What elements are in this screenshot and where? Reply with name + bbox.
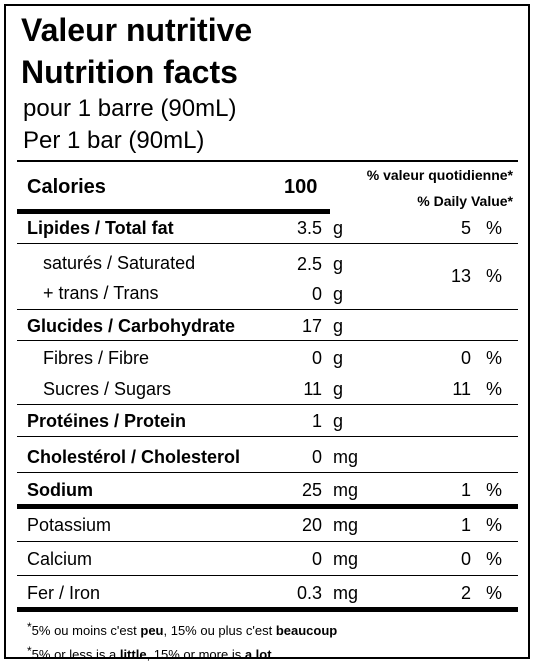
nutrient-unit: mg (333, 447, 359, 467)
nutrient-amount: 0 (311, 284, 322, 304)
nutrient-label: Calcium (27, 549, 93, 569)
nutrient-amount: 11 (303, 379, 322, 399)
nutrient-amount: 25 (301, 480, 322, 500)
calories-value: 100 (284, 176, 318, 198)
divider (17, 309, 518, 310)
percent-sign: % (486, 379, 503, 399)
title-french: Valeur nutritive (21, 12, 253, 48)
nutrition-facts-label (4, 4, 530, 659)
nutrient-label: Protéines / Protein (27, 411, 187, 431)
nutrient-daily-value: 5 (460, 218, 471, 238)
divider (17, 404, 518, 405)
nutrient-label: Potassium (27, 515, 112, 535)
daily-value-header-english: % Daily Value* (417, 193, 513, 209)
nutrient-daily-value: 0 (460, 348, 471, 368)
nutrient-label: + trans / Trans (43, 283, 159, 303)
nutrient-label: Fibres / Fibre (43, 348, 150, 368)
daily-value-header-french: % valeur quotidienne* (366, 167, 513, 183)
nutrient-unit: g (333, 411, 344, 431)
nutrient-label: Fer / Iron (27, 583, 101, 603)
nutrient-unit: g (333, 254, 344, 274)
divider (17, 243, 518, 244)
nutrient-unit: mg (333, 480, 359, 500)
nutrient-amount: 1 (311, 411, 322, 431)
divider (17, 340, 518, 341)
nutrient-daily-value: 0 (460, 549, 471, 569)
nutrient-unit: g (333, 379, 344, 399)
divider (17, 575, 518, 576)
title-english: Nutrition facts (21, 54, 238, 90)
nutrient-label: Sucres / Sugars (43, 379, 172, 399)
percent-sign: % (486, 266, 503, 286)
nutrient-unit: g (333, 218, 344, 238)
nutrient-label: saturés / Saturated (43, 253, 196, 273)
divider (17, 436, 518, 437)
percent-sign: % (486, 348, 503, 368)
nutrient-unit: mg (333, 515, 359, 535)
divider (17, 541, 518, 542)
nutrient-unit: mg (333, 583, 359, 603)
thick-divider (17, 504, 518, 509)
nutrient-amount: 0 (311, 447, 322, 467)
percent-sign: % (486, 218, 503, 238)
nutrient-unit: mg (333, 549, 359, 569)
divider (17, 160, 518, 162)
thick-divider (17, 607, 518, 612)
nutrient-amount: 3.5 (296, 218, 322, 238)
nutrient-daily-value: 11 (452, 379, 471, 399)
nutrient-amount: 0 (311, 549, 322, 569)
divider (17, 472, 518, 473)
nutrient-label: Glucides / Carbohydrate (27, 316, 236, 336)
footnote-english: *5% or less is a little, 15% or more is … (27, 644, 272, 662)
nutrient-unit: g (333, 316, 344, 336)
serving-size-english: Per 1 bar (90mL) (23, 127, 205, 154)
percent-sign: % (486, 583, 503, 603)
percent-sign: % (486, 549, 503, 569)
nutrient-unit: g (333, 284, 344, 304)
footnote-french: *5% ou moins c'est peu, 15% ou plus c'es… (27, 620, 338, 638)
percent-sign: % (486, 480, 503, 500)
nutrient-daily-value: 1 (460, 480, 471, 500)
calories-thick-rule (17, 209, 330, 214)
nutrient-label: Cholestérol / Cholesterol (27, 447, 241, 467)
calories-label: Calories (27, 176, 106, 198)
nutrient-amount: 17 (301, 316, 322, 336)
nutrient-amount: 0.3 (296, 583, 322, 603)
percent-sign: % (486, 515, 503, 535)
nutrient-amount: 2.5 (296, 254, 322, 274)
nutrient-label: Lipides / Total fat (27, 218, 174, 238)
nutrient-daily-value: 1 (460, 515, 471, 535)
nutrient-label: Sodium (27, 480, 93, 500)
nutrient-daily-value: 2 (460, 583, 471, 603)
nutrient-amount: 20 (301, 515, 322, 535)
nutrient-amount: 0 (311, 348, 322, 368)
serving-size-french: pour 1 barre (90mL) (23, 95, 237, 122)
nutrient-unit: g (333, 348, 344, 368)
saturated-trans-daily-value: 13 (450, 266, 471, 286)
